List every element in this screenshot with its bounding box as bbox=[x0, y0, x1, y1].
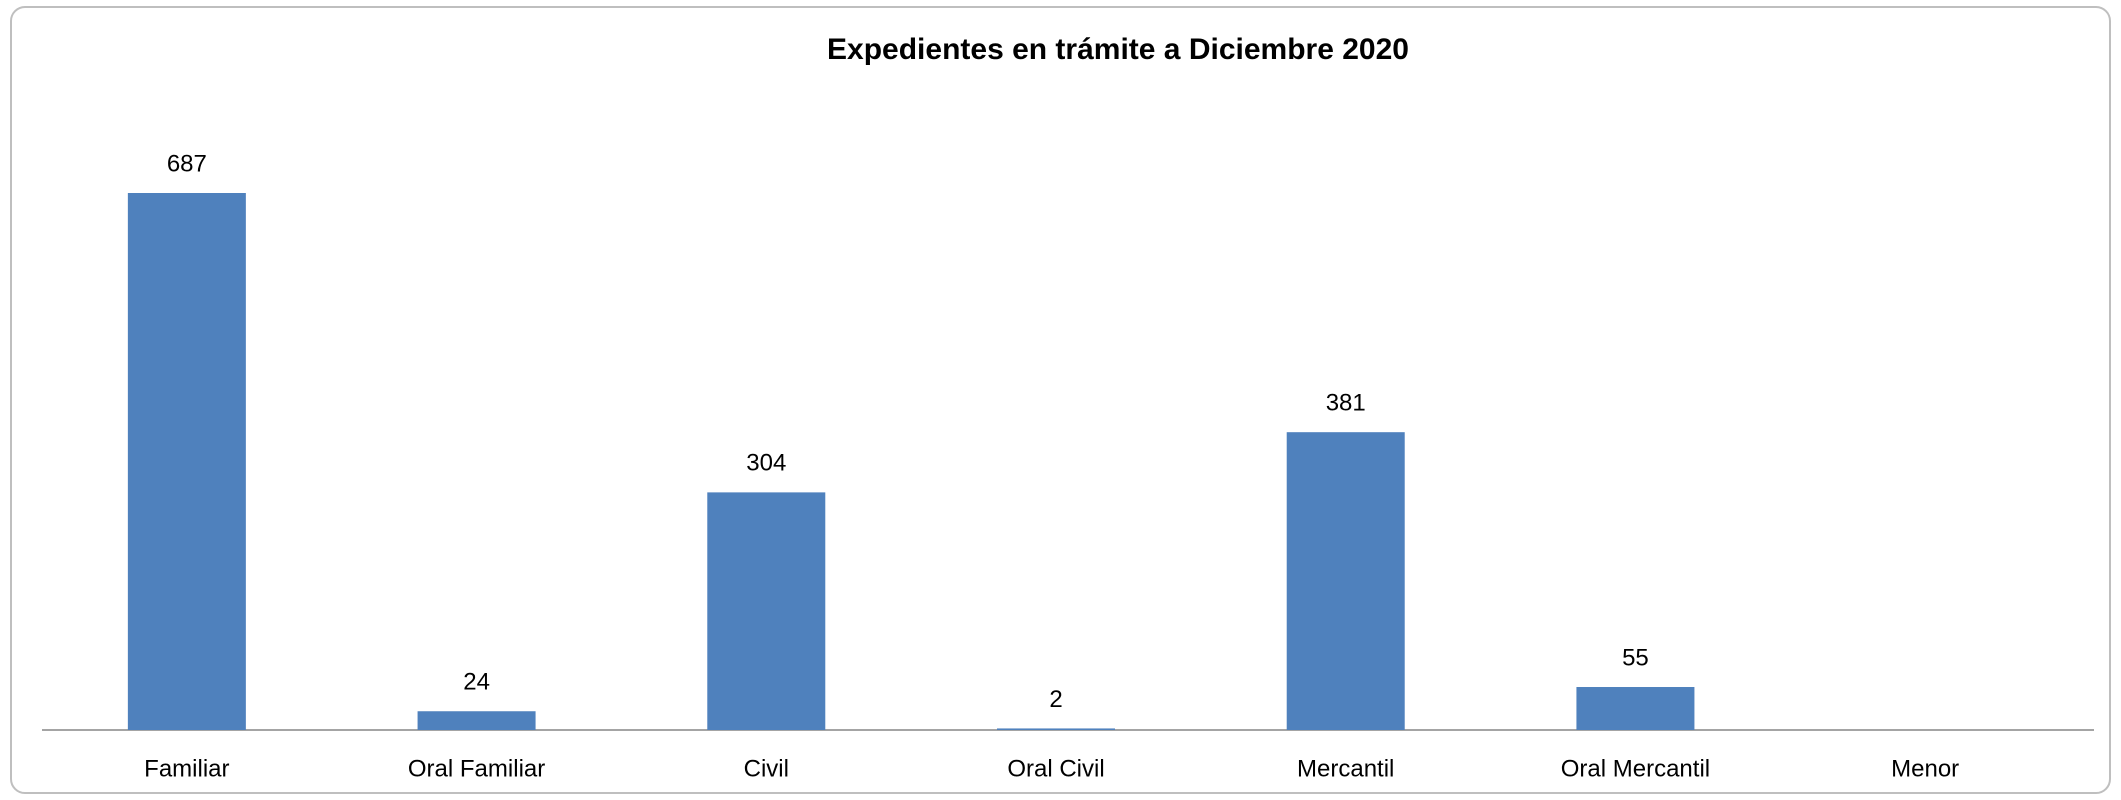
bar bbox=[997, 728, 1115, 730]
x-tick-label: Civil bbox=[744, 755, 789, 782]
chart-title: Expedientes en trámite a Diciembre 2020 bbox=[827, 33, 1409, 66]
x-tick-label: Menor bbox=[1891, 755, 1959, 782]
x-tick-label: Oral Familiar bbox=[408, 755, 545, 782]
chart-frame bbox=[10, 6, 2111, 794]
data-label: 304 bbox=[746, 450, 786, 477]
data-label: 2 bbox=[1049, 686, 1062, 713]
bar bbox=[707, 492, 826, 730]
bar bbox=[1286, 432, 1405, 730]
bar bbox=[1576, 687, 1695, 730]
data-label: 687 bbox=[167, 150, 207, 177]
bar bbox=[127, 193, 246, 730]
data-label: 55 bbox=[1622, 644, 1649, 671]
x-tick-label: Familiar bbox=[144, 755, 229, 782]
x-tick-label: Mercantil bbox=[1297, 755, 1394, 782]
x-tick-label: Oral Civil bbox=[1007, 755, 1104, 782]
x-tick-label: Oral Mercantil bbox=[1561, 755, 1710, 782]
bar bbox=[417, 711, 536, 730]
data-label: 381 bbox=[1326, 390, 1366, 417]
data-label: 24 bbox=[463, 669, 490, 696]
